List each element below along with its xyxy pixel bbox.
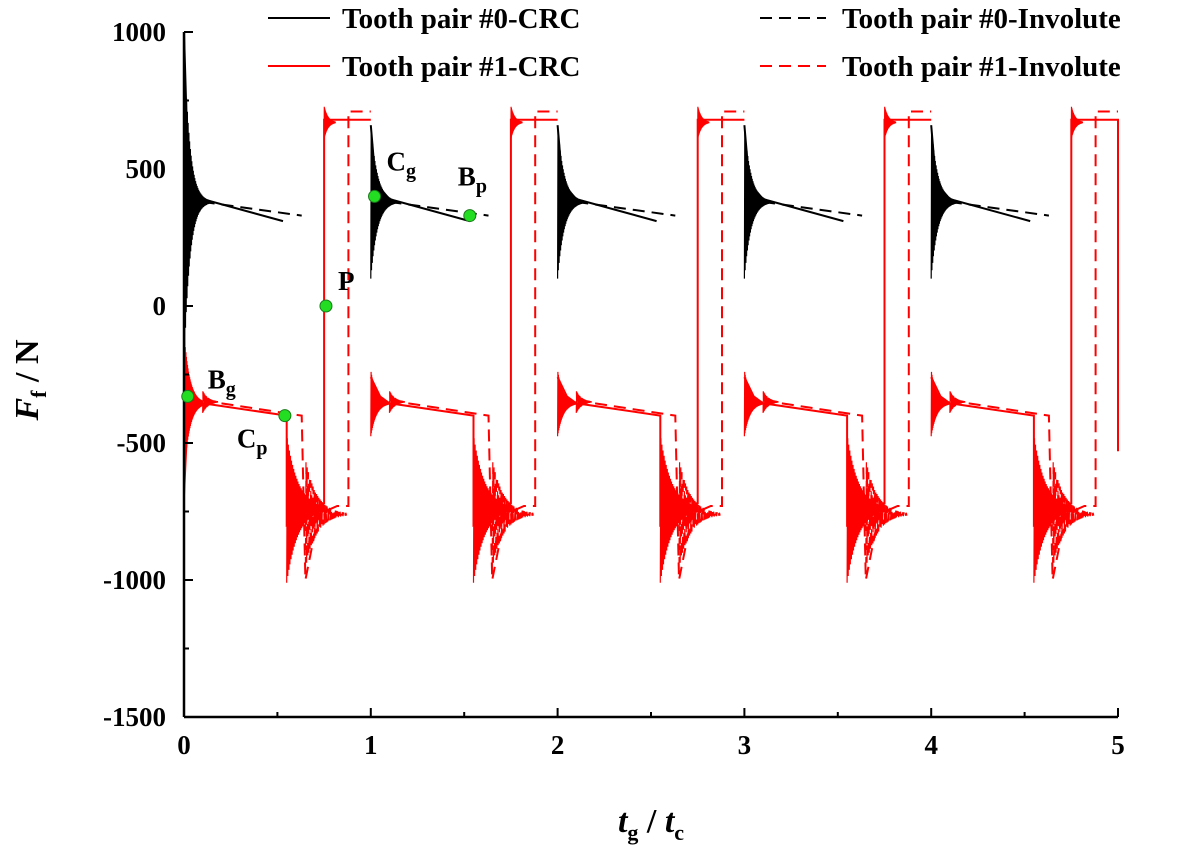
oscillation-3 (762, 391, 779, 413)
annotation-marker (278, 409, 292, 423)
oscillation-0 (183, 48, 211, 367)
oscillation-3 (304, 462, 348, 570)
oscillation-0 (370, 129, 398, 279)
series-line-2 (949, 200, 1050, 217)
legend-label: Tooth pair #0-Involute (842, 3, 1121, 35)
series-line-3 (949, 110, 1118, 581)
annotation-marker (319, 299, 333, 313)
oscillation-0 (930, 129, 958, 279)
oscillation-3 (678, 462, 721, 570)
x-tick-label: 1 (364, 730, 378, 760)
legend-label: Tooth pair #0-CRC (342, 3, 581, 35)
y-tick-label: -1500 (103, 702, 166, 732)
x-tick-label: 2 (551, 730, 565, 760)
series-line-1 (930, 118, 1119, 527)
annotation-marker (463, 209, 477, 223)
annotation-label: P (338, 266, 355, 296)
oscillation-1 (697, 106, 710, 139)
annotation-marker (181, 389, 195, 403)
series-line-2 (576, 200, 676, 217)
series-line-3 (389, 110, 558, 581)
oscillation-3 (575, 391, 592, 413)
oscillation-3 (491, 462, 534, 570)
oscillation-0 (743, 129, 772, 279)
oscillation-1 (743, 371, 764, 437)
series-line-3 (576, 110, 745, 581)
series-line-1 (556, 118, 745, 527)
annotation-label: Cp (237, 424, 268, 460)
oscillation-3 (202, 391, 219, 413)
x-tick-label: 3 (738, 730, 752, 760)
oscillation-1 (323, 106, 336, 139)
ticks-layer: 0 1 2 3 4 5 -1500 -1000 -500 0 500 1000 (103, 17, 1125, 760)
y-tick-label: -500 (117, 428, 167, 458)
oscillation-3 (1052, 462, 1095, 570)
oscillation-3 (949, 391, 966, 413)
series-line-1 (743, 118, 932, 527)
oscillation-1 (557, 371, 577, 437)
legend: Tooth pair #0-CRC Tooth pair #1-CRC Tooth … (268, 3, 1121, 83)
y-tick-label: 500 (126, 154, 167, 184)
x-axis-label: tg / tc (618, 803, 684, 845)
oscillation-1 (883, 106, 897, 139)
annotation-label: Cg (387, 146, 417, 182)
oscillation-1 (183, 335, 204, 475)
annotation-marker (368, 189, 382, 203)
series-line-2 (762, 200, 863, 217)
series-line-2 (202, 200, 302, 217)
legend-label: Tooth pair #1-CRC (342, 51, 581, 83)
series-line-1 (183, 118, 371, 527)
oscillation-1 (370, 371, 391, 437)
x-tick-label: 4 (924, 730, 938, 760)
x-tick-label: 5 (1111, 730, 1125, 760)
series-line-3 (762, 110, 932, 581)
oscillation-3 (388, 391, 405, 413)
oscillation-1 (1070, 106, 1084, 139)
annotation-label: Bg (208, 364, 236, 400)
y-tick-label: 0 (153, 291, 167, 321)
x-tick-label: 0 (177, 730, 191, 760)
y-axis-label: Ff / N (9, 339, 51, 421)
legend-label: Tooth pair #1-Involute (842, 51, 1121, 83)
oscillation-0 (557, 129, 585, 279)
series-line-3 (202, 110, 371, 581)
oscillation-1 (930, 371, 951, 437)
oscillation-1 (510, 106, 523, 139)
y-tick-label: -1000 (103, 565, 166, 595)
annotation-label: Bp (458, 162, 487, 198)
oscillation-3 (865, 462, 908, 570)
y-tick-label: 1000 (112, 17, 166, 47)
